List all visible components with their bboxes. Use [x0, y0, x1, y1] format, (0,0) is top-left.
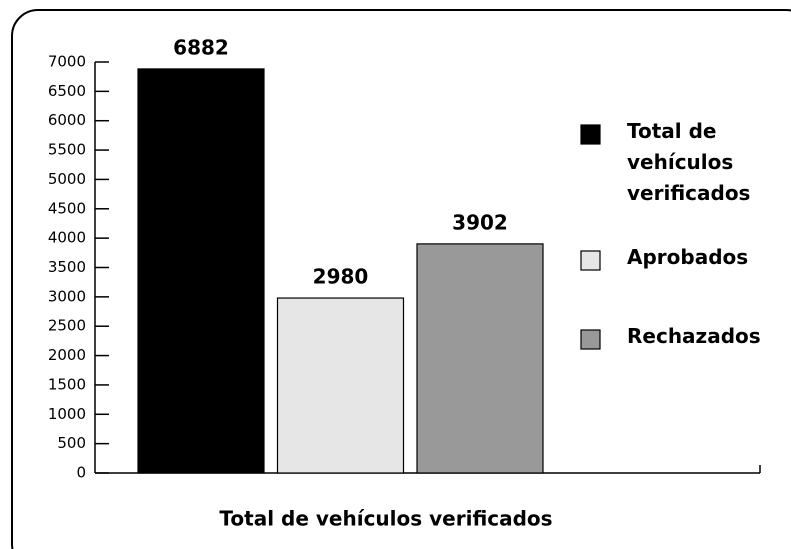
value-label: 2980 — [313, 265, 369, 289]
frame — [11, 9, 791, 549]
legend-label: Rechazados — [627, 324, 761, 348]
y-tick-label: 3500 — [48, 258, 86, 276]
x-category-label: Total de vehículos verificados — [219, 507, 552, 531]
legend-swatch — [580, 329, 601, 350]
y-tick-label: 1500 — [48, 375, 86, 393]
y-tick-label: 3000 — [48, 287, 86, 305]
legend-swatch — [580, 250, 601, 271]
legend-swatch — [580, 124, 601, 145]
y-tick-label: 4000 — [48, 229, 86, 247]
value-label: 3902 — [452, 210, 508, 234]
y-tick-label: 7000 — [48, 53, 86, 71]
y-tick-label: 0 — [76, 464, 86, 482]
y-tick-label: 4500 — [48, 199, 86, 217]
y-tick-label: 5000 — [48, 170, 86, 188]
y-tick-label: 500 — [57, 434, 86, 452]
y-tick-label: 6500 — [48, 82, 86, 100]
bar — [276, 297, 405, 474]
y-tick-label: 2000 — [48, 346, 86, 364]
y-tick-label: 2500 — [48, 317, 86, 335]
y-tick-label: 5500 — [48, 141, 86, 159]
legend-label: Aprobados — [627, 245, 749, 269]
bar — [137, 68, 265, 474]
y-tick-label: 1000 — [48, 405, 86, 423]
value-label: 6882 — [173, 35, 229, 59]
legend-label: Total de vehículos verificados — [627, 119, 751, 205]
y-tick-label: 6000 — [48, 111, 86, 129]
bar — [416, 243, 544, 474]
